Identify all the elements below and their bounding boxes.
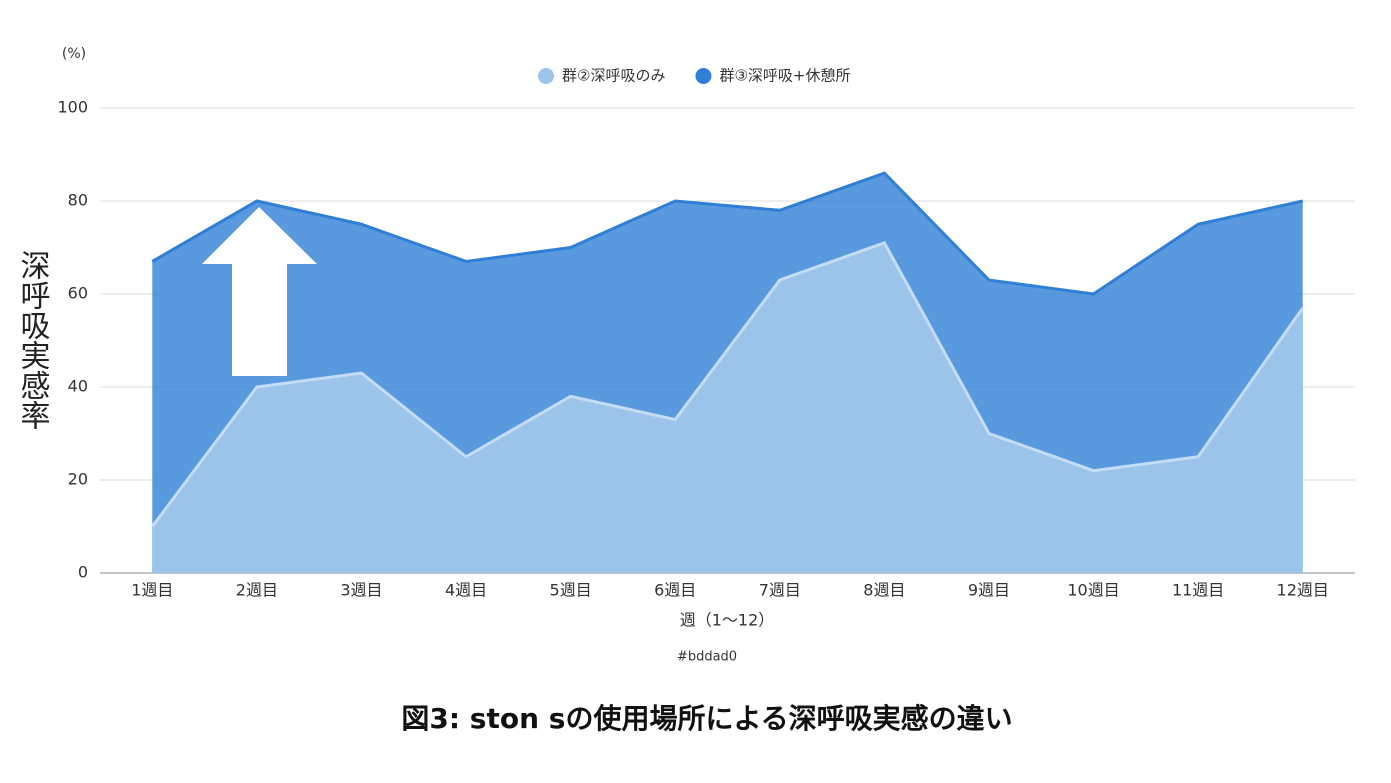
x-tick-label: 1週目 (131, 581, 173, 600)
x-tick-label: 2週目 (236, 581, 278, 600)
arrow-annotation (202, 207, 317, 376)
x-tick-label: 10週目 (1067, 581, 1119, 600)
x-tick-label: 5週目 (550, 581, 592, 600)
line (151, 241, 1304, 528)
x-axis-label: 週（1〜12） (680, 611, 775, 630)
legend-label: 群②深呼吸のみ (562, 67, 665, 85)
line (151, 171, 1304, 296)
plot-area: 0 20 40 60 80 100 1週目 2週目 3週目 4週目 5週目 6週目 7週目 8週目 9週目 1… (57, 98, 1355, 600)
legend-label: 群③深呼吸+休憩所 (719, 67, 850, 85)
legend-marker (695, 68, 712, 84)
y-tick-label: 40 (68, 377, 88, 396)
x-tick-label: 4週目 (445, 581, 487, 600)
y-tick-label: 20 (68, 470, 88, 489)
y-tick-label: 80 (68, 191, 88, 210)
y-unit: (%) (62, 46, 86, 62)
y-tick-label: 60 (68, 284, 88, 303)
x-tick-label: 3週目 (340, 581, 382, 600)
y-tick-label: 100 (57, 98, 88, 117)
x-tick-label: 7週目 (759, 581, 801, 600)
y-axis-label: 深呼吸実感率 (15, 250, 50, 430)
x-tick-label: 12週目 (1277, 581, 1329, 600)
area (152, 242, 1303, 573)
y-tick-label: 0 (78, 563, 88, 582)
x-tick-label: 6週目 (654, 581, 696, 600)
x-tick-label: 9週目 (968, 581, 1010, 600)
x-tick-label: 8週目 (863, 581, 905, 600)
legend-marker (538, 68, 554, 84)
note: #bddad0 (677, 650, 737, 665)
chart-title: 図3: ston sの使用場所による深呼吸実感の違い (401, 702, 1012, 735)
x-tick-label: 11週目 (1172, 581, 1224, 600)
